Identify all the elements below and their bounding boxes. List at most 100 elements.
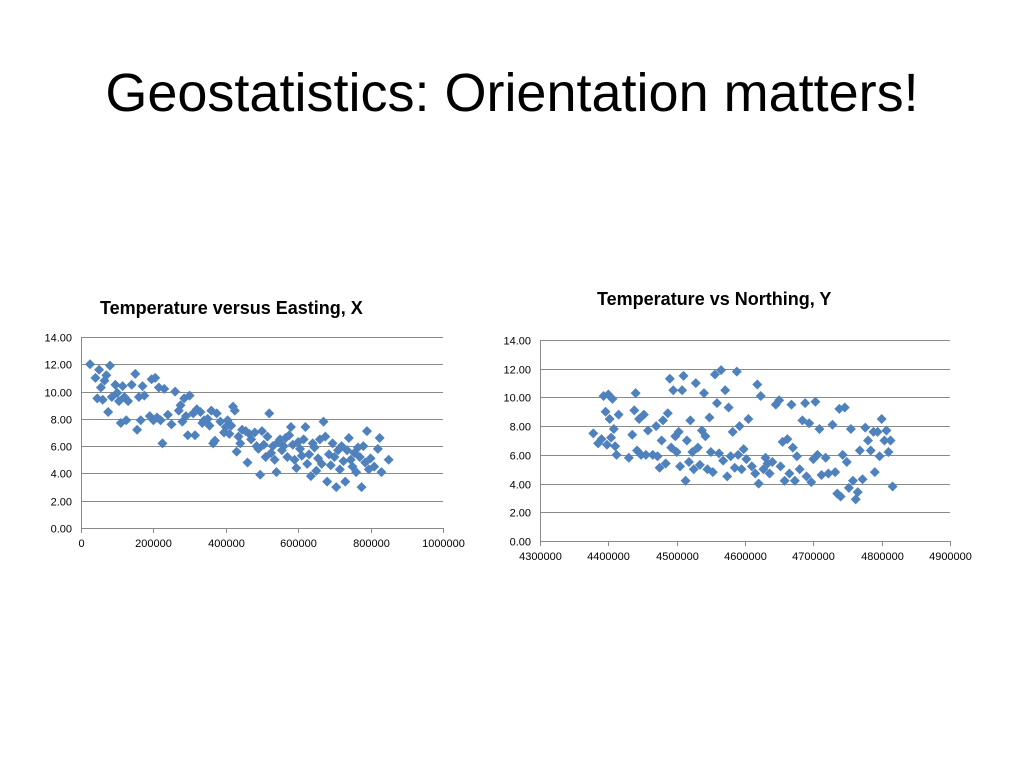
data-point	[733, 449, 744, 460]
data-point	[334, 464, 345, 475]
data-point	[266, 447, 277, 458]
data-point	[104, 360, 115, 371]
data-point	[680, 475, 691, 486]
data-point	[767, 457, 778, 468]
data-point	[685, 415, 696, 426]
data-point	[791, 451, 802, 462]
data-point	[755, 390, 766, 401]
data-point	[318, 416, 329, 427]
chart-northing: 0.00 2.00 4.00 6.00 8.00 10.00 12.00 14.00 43000…	[503, 336, 971, 564]
data-point	[190, 430, 201, 441]
y-tick-label: 12.00	[44, 360, 72, 372]
data-point	[623, 452, 634, 463]
data-point	[774, 395, 785, 406]
data-point	[383, 454, 394, 465]
x-tick-label: 800000	[353, 538, 390, 550]
data-point	[311, 465, 322, 476]
data-point	[743, 413, 754, 424]
data-point	[800, 398, 811, 409]
data-point	[600, 406, 611, 417]
data-point	[804, 418, 815, 429]
data-point	[716, 365, 727, 376]
data-point	[850, 494, 861, 505]
data-point	[284, 430, 295, 441]
data-point	[656, 435, 667, 446]
data-point	[94, 364, 105, 375]
data-point	[865, 445, 876, 456]
data-point	[162, 409, 173, 420]
x-tick-label: 200000	[135, 538, 172, 550]
data-point	[764, 468, 775, 479]
data-point	[741, 454, 752, 465]
data-point	[262, 431, 273, 442]
data-point	[329, 452, 340, 463]
data-point	[688, 464, 699, 475]
data-point	[322, 476, 333, 487]
data-point	[358, 441, 369, 452]
data-point	[729, 462, 740, 473]
data-point	[816, 469, 827, 480]
data-point	[841, 457, 852, 468]
data-point	[675, 461, 686, 472]
data-point	[827, 419, 838, 430]
data-point	[354, 452, 365, 463]
data-point	[316, 458, 327, 469]
data-point	[753, 478, 764, 489]
data-point	[629, 405, 640, 416]
data-point	[718, 455, 729, 466]
data-point	[95, 382, 106, 393]
data-point	[673, 426, 684, 437]
data-point	[123, 396, 134, 407]
data-point	[226, 420, 237, 431]
data-point	[588, 428, 599, 439]
data-point	[664, 373, 675, 384]
data-point	[736, 464, 747, 475]
data-point	[126, 379, 137, 390]
y-tick-label: 0.00	[510, 537, 531, 549]
data-point	[874, 451, 885, 462]
data-point	[714, 448, 725, 459]
data-point	[376, 467, 387, 478]
data-point	[705, 446, 716, 457]
data-point	[182, 430, 193, 441]
data-point	[211, 408, 222, 419]
data-point	[257, 426, 267, 437]
data-point	[269, 454, 280, 465]
y-tick-label: 4.00	[51, 469, 72, 481]
y-tick-label: 12.00	[503, 365, 531, 377]
x-tick-label: 4400000	[587, 551, 630, 563]
data-point	[660, 458, 671, 469]
data-point	[285, 422, 296, 433]
data-point	[309, 442, 320, 453]
y-tick-label: 10.00	[503, 393, 531, 405]
data-point	[652, 451, 663, 462]
data-point	[345, 454, 356, 465]
y-tick-label: 2.00	[51, 497, 72, 509]
y-tick-label: 14.00	[44, 333, 72, 345]
data-point	[369, 461, 380, 472]
data-point	[195, 407, 206, 418]
data-point	[738, 444, 749, 455]
data-point	[630, 388, 641, 399]
data-point	[801, 471, 812, 482]
data-point	[668, 385, 679, 396]
data-point	[331, 482, 342, 493]
data-point	[806, 477, 817, 488]
y-tick-label: 8.00	[510, 422, 531, 434]
data-point	[356, 482, 367, 493]
data-point	[677, 385, 688, 396]
data-point	[255, 469, 266, 480]
data-point	[820, 452, 831, 463]
x-tick-label: 4700000	[792, 551, 835, 563]
x-tick-label: 1000000	[422, 538, 465, 550]
data-point	[734, 421, 745, 432]
data-point	[112, 387, 123, 398]
data-point	[835, 491, 846, 502]
y-tick-label: 8.00	[51, 415, 72, 427]
data-point	[823, 468, 834, 479]
data-point	[90, 372, 101, 383]
data-point	[606, 432, 617, 443]
data-point	[725, 451, 736, 462]
data-point	[640, 449, 651, 460]
x-tick-label: 0	[78, 538, 84, 550]
